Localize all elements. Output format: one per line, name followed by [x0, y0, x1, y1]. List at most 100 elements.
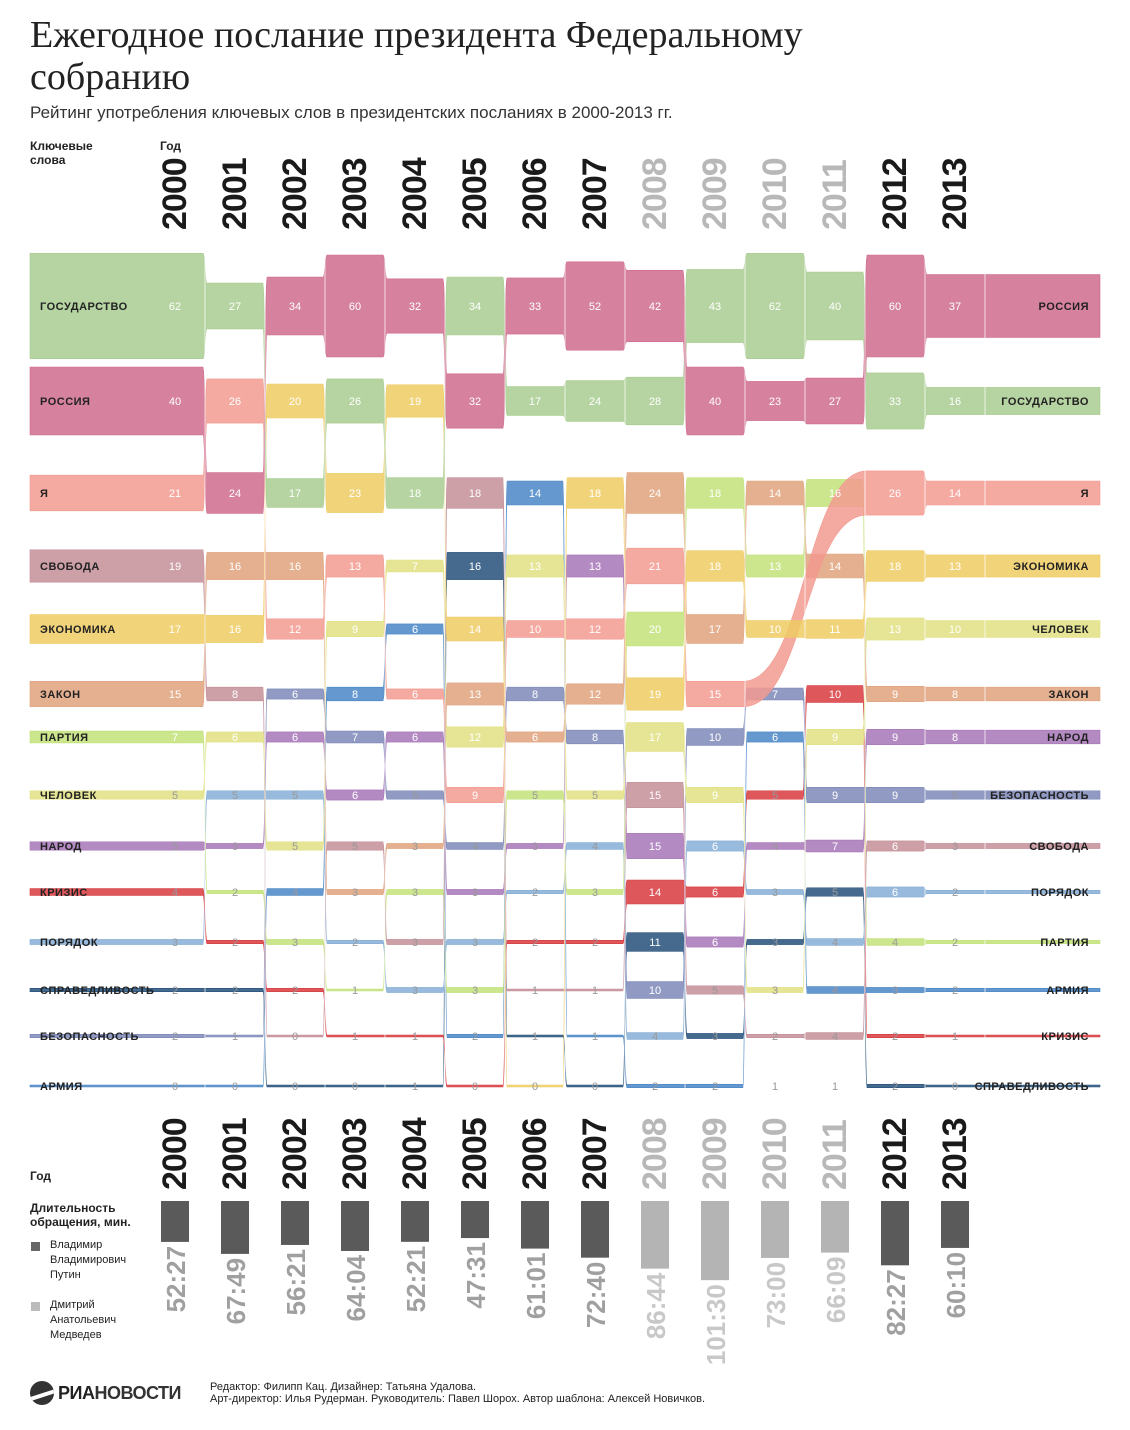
count-label: 14: [769, 488, 781, 500]
count-label: 0: [532, 1081, 538, 1093]
count-label: 32: [409, 301, 421, 313]
count-label: 5: [772, 790, 778, 802]
count-label: 18: [889, 561, 901, 573]
page-subtitle: Рейтинг употребления ключевых слов в пре…: [30, 103, 673, 122]
duration-header: Длительность обращения, мин.: [30, 1201, 131, 1229]
count-label: 3: [772, 937, 778, 949]
count-label: 6: [232, 732, 238, 744]
count-label: 15: [169, 689, 181, 701]
count-label: 13: [589, 561, 601, 573]
count-label: 5: [712, 985, 718, 997]
year-label-bottom: 2012: [876, 1118, 914, 1190]
count-label: 6: [412, 732, 418, 744]
credits-line-1: Редактор: Филипп Кац. Дизайнер: Татьяна …: [210, 1381, 477, 1393]
count-label: 14: [469, 624, 481, 636]
count-label: 5: [292, 790, 298, 802]
duration-label: 64:04: [341, 1254, 371, 1321]
count-label: 5: [172, 841, 178, 853]
count-label: 4: [832, 1031, 838, 1043]
count-label: 9: [472, 790, 478, 802]
year-label-bottom: 2000: [156, 1118, 194, 1190]
count-label: 2: [172, 985, 178, 997]
count-label: 3: [472, 985, 478, 997]
count-label: 12: [469, 732, 481, 744]
count-label: 16: [289, 561, 301, 573]
count-label: 52: [589, 301, 601, 313]
left-keyword-label: КРИЗИС: [40, 887, 88, 899]
left-keyword-label: РОССИЯ: [40, 396, 90, 408]
count-label: 24: [229, 488, 241, 500]
year-label-top: 2001: [216, 158, 254, 230]
count-label: 43: [709, 301, 721, 313]
count-label: 4: [292, 887, 298, 899]
count-label: 2: [532, 937, 538, 949]
year-label-bottom: 2004: [396, 1117, 434, 1190]
right-keyword-label: ЧЕЛОВЕК: [1032, 624, 1089, 636]
credits: Редактор: Филипп Кац. Дизайнер: Татьяна …: [210, 1381, 705, 1405]
count-label: 13: [349, 561, 361, 573]
count-label: 1: [412, 1081, 418, 1093]
count-label: 6: [532, 732, 538, 744]
count-label: 9: [712, 790, 718, 802]
count-label: 20: [649, 624, 661, 636]
count-label: 17: [289, 488, 301, 500]
right-keyword-label: ЭКОНОМИКА: [1013, 561, 1089, 573]
count-label: 15: [649, 841, 661, 853]
year-label-top: 2004: [396, 157, 434, 230]
duration-label: 52:27: [161, 1246, 191, 1313]
count-label: 40: [169, 396, 181, 408]
ria-novosti-logo: РИА НОВОСТИ: [30, 1381, 181, 1405]
duration-bar: [521, 1201, 549, 1249]
page-title: Ежегодное послание президента Федерально…: [30, 14, 803, 98]
count-label: 2: [532, 887, 538, 899]
year-label-bottom: 2005: [456, 1118, 494, 1190]
count-label: 18: [469, 488, 481, 500]
count-label: 5: [412, 790, 418, 802]
right-keyword-label: БЕЗОПАСНОСТЬ: [990, 790, 1089, 802]
duration-label: 47:31: [461, 1242, 491, 1309]
flow-НАРОД: [29, 554, 1101, 948]
count-label: 28: [649, 396, 661, 408]
count-label: 5: [352, 841, 358, 853]
right-keyword-label: СПРАВЕДЛИВОСТЬ: [975, 1081, 1089, 1093]
duration-label: 101:30: [701, 1284, 731, 1365]
count-label: 23: [769, 396, 781, 408]
count-label: 0: [592, 1081, 598, 1093]
count-label: 6: [772, 732, 778, 744]
count-label: 11: [649, 937, 660, 949]
duration-bar: [641, 1201, 669, 1269]
year-label-top: 2012: [876, 158, 914, 230]
count-label: 4: [832, 937, 838, 949]
year-label-top: 2007: [576, 158, 614, 230]
year-label-top: 2009: [696, 158, 734, 230]
duration-bar: [461, 1201, 489, 1239]
count-label: 3: [412, 937, 418, 949]
count-label: 26: [349, 396, 361, 408]
count-label: 1: [772, 1081, 778, 1093]
count-label: 13: [469, 689, 481, 701]
right-keyword-label: КРИЗИС: [1041, 1031, 1089, 1043]
count-label: 60: [889, 301, 901, 313]
count-label: 1: [592, 1031, 598, 1043]
count-label: 23: [349, 488, 361, 500]
count-label: 2: [652, 1081, 658, 1093]
count-label: 15: [649, 790, 661, 802]
count-label: 9: [352, 624, 358, 636]
count-label: 0: [472, 1081, 478, 1093]
count-label: 3: [532, 841, 538, 853]
keywords-header: Ключевые слова: [30, 139, 93, 167]
flow-СВОБОДА: [29, 477, 1101, 1040]
count-label: 1: [232, 1031, 238, 1043]
year-label-bottom: 2008: [636, 1118, 674, 1190]
count-label: 0: [232, 1081, 238, 1093]
count-label: 8: [592, 732, 598, 744]
duration-label: 86:44: [641, 1272, 671, 1339]
year-label-bottom: 2009: [696, 1118, 734, 1190]
left-keyword-label: СВОБОДА: [40, 561, 100, 573]
count-label: 7: [172, 732, 178, 744]
year-header: Год: [160, 139, 181, 153]
count-label: 14: [949, 488, 961, 500]
left-keyword-label: БЕЗОПАСНОСТЬ: [40, 1031, 139, 1043]
globe-icon: [30, 1381, 54, 1405]
